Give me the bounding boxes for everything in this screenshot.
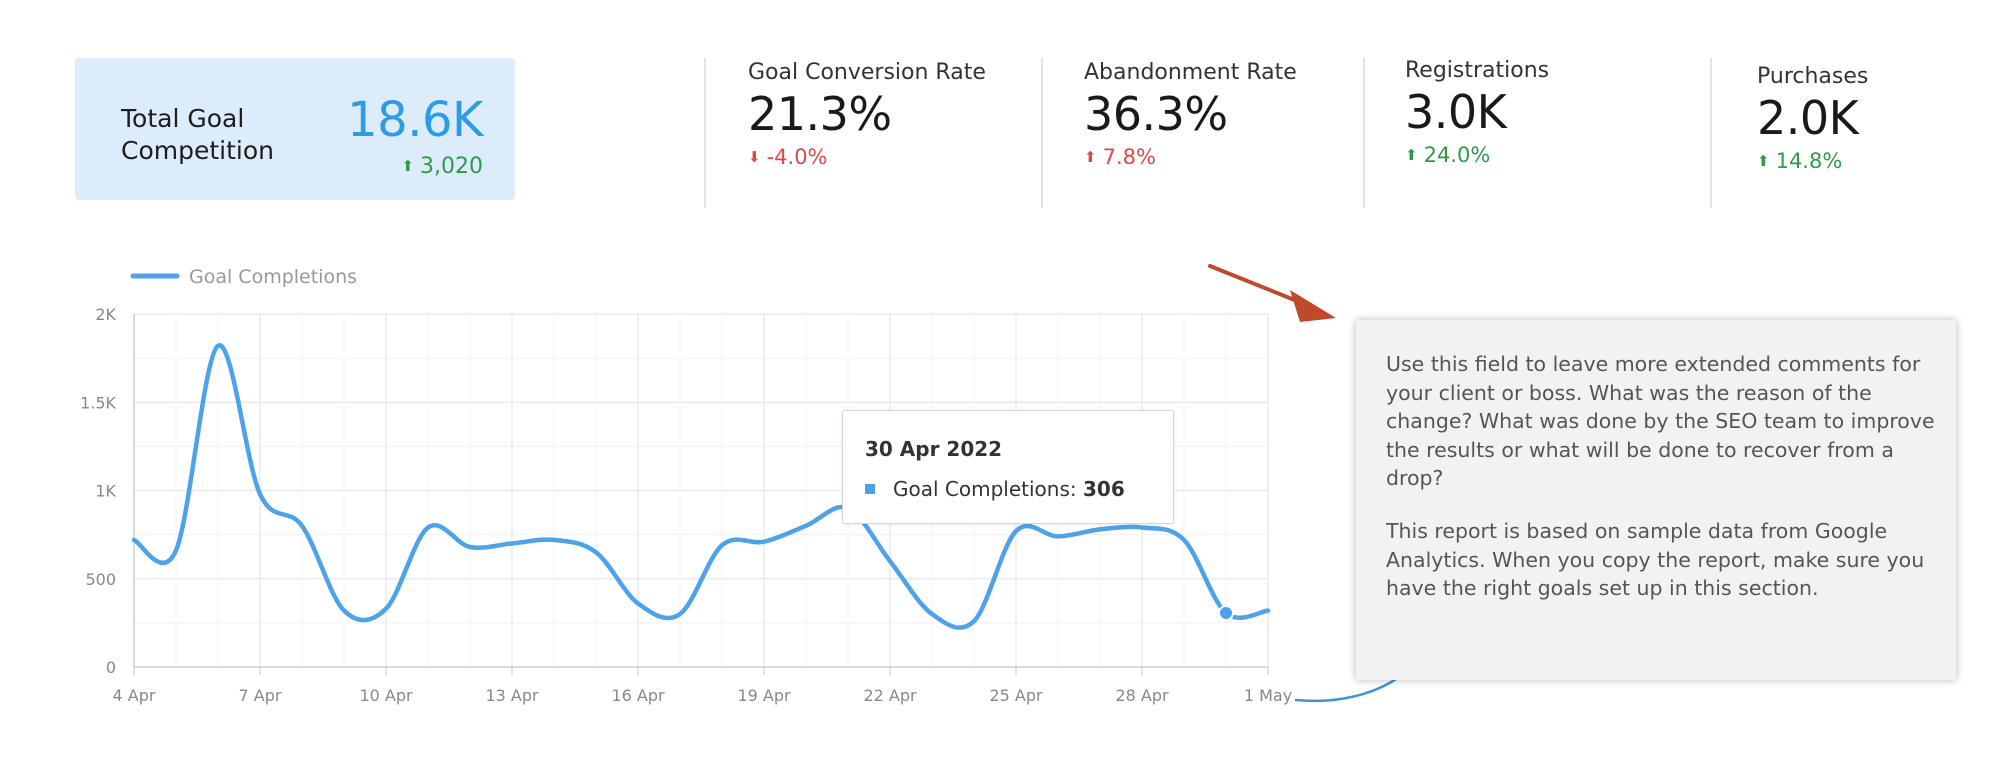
data-point <box>1181 537 1187 543</box>
data-point <box>1139 525 1145 531</box>
y-tick-label: 1.5K <box>80 393 116 412</box>
y-tick-label: 2K <box>95 305 116 324</box>
callout-arrow-head <box>1290 290 1336 322</box>
kpi-value: 18.6K <box>347 92 483 148</box>
x-tick-label: 25 Apr <box>989 686 1043 705</box>
kpi-title: Goal Conversion Rate <box>748 60 986 85</box>
x-tick-label: 13 Apr <box>485 686 539 705</box>
data-point <box>509 540 515 546</box>
data-point <box>719 542 725 548</box>
y-tick-label: 1K <box>95 482 116 501</box>
x-tick-label: 7 Apr <box>239 686 282 705</box>
arrow-up-icon: ⬆ <box>1757 152 1770 170</box>
y-tick-label: 0 <box>106 658 116 677</box>
kpi-divider <box>1041 58 1043 208</box>
data-point <box>467 544 473 550</box>
x-tick-label: 1 May <box>1244 686 1292 705</box>
kpi-divider <box>1710 58 1712 208</box>
arrow-down-icon: ⬇ <box>748 148 761 166</box>
data-point <box>761 539 767 545</box>
tooltip-label: Goal Completions: <box>893 477 1077 501</box>
data-point <box>173 548 179 554</box>
data-point <box>1013 528 1019 534</box>
x-tick-label: 19 Apr <box>737 686 791 705</box>
data-point <box>1097 526 1103 532</box>
data-point <box>1265 608 1271 614</box>
comment-box[interactable]: Use this field to leave more extended co… <box>1356 320 1956 680</box>
data-point <box>677 611 683 617</box>
kpi-value: 36.3% <box>1084 87 1228 141</box>
kpi-title: Registrations <box>1405 58 1550 83</box>
x-tick-label: 16 Apr <box>611 686 665 705</box>
kpi-label: Total Goal Competition <box>121 104 274 165</box>
data-point <box>257 491 263 497</box>
y-tick-label: 500 <box>85 570 116 589</box>
data-point <box>131 537 137 543</box>
kpi-title: Purchases <box>1757 64 1869 89</box>
kpi-delta-value: 3,020 <box>420 154 483 179</box>
comment-paragraph: Use this field to leave more extended co… <box>1386 352 1935 490</box>
tooltip-value: 306 <box>1082 477 1125 501</box>
series-square-icon <box>865 484 875 494</box>
kpi-delta-value: 24.0% <box>1423 143 1491 167</box>
x-tick-label: 22 Apr <box>863 686 917 705</box>
kpi-divider <box>704 58 706 208</box>
kpi-delta: ⬆ 14.8% <box>1757 149 1868 173</box>
kpi-value: 21.3% <box>748 87 892 141</box>
legend-label: Goal Completions <box>189 266 357 288</box>
kpi-delta-value: 14.8% <box>1775 149 1843 173</box>
kpi-registrations: Registrations 3.0K ⬆ 24.0% <box>1405 58 1549 167</box>
tooltip-row: Goal Completions: 306 <box>865 477 1125 501</box>
kpi-delta-value: 7.8% <box>1102 145 1156 169</box>
data-point <box>887 558 893 564</box>
arrow-up-icon: ⬆ <box>1084 148 1097 166</box>
kpi-purchases: Purchases 2.0K ⬆ 14.8% <box>1757 64 1868 173</box>
kpi-delta: ⬆ 24.0% <box>1405 143 1549 167</box>
data-point <box>971 618 977 624</box>
x-tick-label: 4 Apr <box>113 686 156 705</box>
data-point <box>341 608 347 614</box>
data-point <box>425 525 431 531</box>
data-point <box>215 343 221 349</box>
kpi-value: 2.0K <box>1757 91 1859 145</box>
kpi-value: 3.0K <box>1405 85 1507 139</box>
series-line-goal-completions <box>131 343 1271 630</box>
kpi-delta: ⬆ 3,020 <box>401 154 483 179</box>
kpi-card-total-goal-competition: Total Goal Competition 18.6K ⬆ 3,020 <box>75 58 515 200</box>
tooltip-date: 30 Apr 2022 <box>865 437 1003 461</box>
data-point <box>635 600 641 606</box>
data-point <box>593 549 599 555</box>
data-point <box>1055 533 1061 539</box>
data-point <box>551 537 557 543</box>
comment-paragraph: This report is based on sample data from… <box>1386 519 1925 600</box>
x-tick-label: 28 Apr <box>1115 686 1169 705</box>
data-point <box>383 606 389 612</box>
data-point-highlighted <box>1218 604 1234 621</box>
kpi-delta: ⬇ -4.0% <box>748 145 986 169</box>
chart-tooltip: 30 Apr 2022 Goal Completions: 306 <box>842 410 1174 524</box>
arrow-up-icon: ⬆ <box>401 157 415 175</box>
data-point <box>803 523 809 529</box>
kpi-goal-conversion-rate: Goal Conversion Rate 21.3% ⬇ -4.0% <box>748 60 986 169</box>
kpi-title: Abandonment Rate <box>1084 60 1297 85</box>
kpi-abandonment-rate: Abandonment Rate 36.3% ⬆ 7.8% <box>1084 60 1297 169</box>
data-point <box>299 523 305 529</box>
arrow-up-icon: ⬆ <box>1405 146 1418 164</box>
x-tick-label: 10 Apr <box>359 686 413 705</box>
data-point <box>929 611 935 617</box>
kpi-divider <box>1363 58 1365 208</box>
kpi-delta: ⬆ 7.8% <box>1084 145 1297 169</box>
kpi-delta-value: -4.0% <box>766 145 828 169</box>
